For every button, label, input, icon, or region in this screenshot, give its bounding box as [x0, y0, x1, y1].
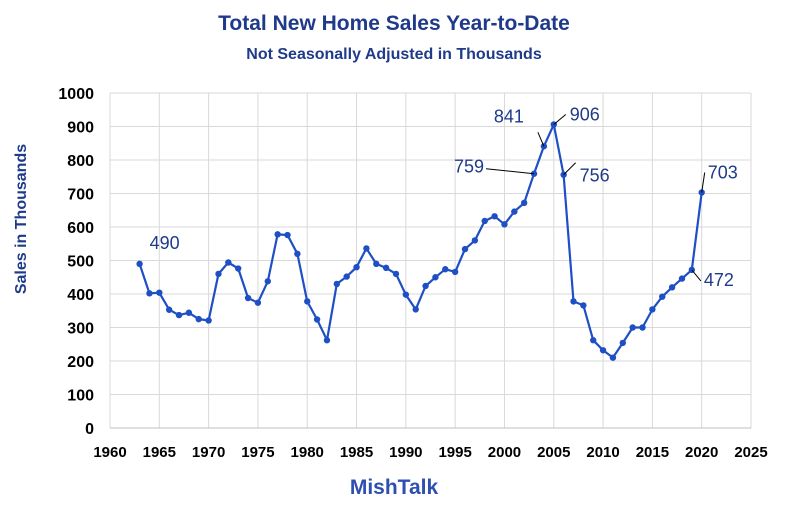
x-tick-label: 2015 — [636, 444, 669, 461]
x-tick-label: 1995 — [438, 444, 471, 461]
data-point — [382, 264, 390, 272]
data-point — [343, 273, 350, 280]
data-point — [333, 280, 341, 288]
data-point — [215, 270, 222, 278]
y-tick-label: 600 — [67, 220, 94, 237]
x-tick-label: 1965 — [143, 444, 176, 461]
x-tick-label: 1970 — [192, 444, 225, 461]
x-tick-label: 1980 — [291, 444, 324, 461]
data-label: 759 — [454, 157, 484, 177]
x-tick-label: 1975 — [241, 444, 274, 461]
data-point — [412, 306, 419, 313]
data-point — [609, 354, 617, 361]
data-point — [629, 324, 636, 331]
data-point — [471, 237, 479, 244]
annotation-leader — [537, 132, 545, 147]
x-tick-label: 1960 — [93, 444, 126, 461]
data-point — [570, 298, 577, 305]
data-point — [373, 260, 380, 268]
data-point — [205, 317, 212, 324]
data-point — [175, 311, 183, 319]
annotation-leader — [691, 269, 702, 282]
data-point — [442, 266, 449, 273]
data-point — [432, 274, 439, 281]
data-point — [580, 302, 587, 309]
data-point — [304, 298, 311, 305]
y-tick-label: 0 — [85, 421, 94, 438]
data-point — [481, 217, 488, 225]
data-point — [461, 245, 469, 253]
data-point — [392, 270, 400, 278]
y-tick-label: 400 — [67, 287, 94, 304]
data-point — [520, 199, 528, 207]
data-point — [590, 337, 597, 344]
data-point — [659, 293, 666, 300]
data-label: 906 — [570, 104, 600, 124]
data-point — [599, 347, 607, 354]
chart-subtitle: Not Seasonally Adjusted in Thousands — [246, 46, 542, 63]
annotation-leader — [485, 168, 535, 175]
x-tick-label: 1985 — [340, 444, 373, 461]
data-label: 490 — [150, 233, 180, 253]
annotation-leader — [553, 114, 567, 125]
data-point — [225, 259, 232, 266]
x-tick-label: 2010 — [586, 444, 619, 461]
data-point — [619, 339, 626, 347]
x-tick-label: 2020 — [685, 444, 718, 461]
data-point — [422, 282, 429, 290]
data-point — [264, 278, 271, 285]
y-tick-label: 100 — [67, 388, 94, 405]
series-line — [138, 123, 703, 359]
data-point — [244, 294, 252, 302]
data-label: 841 — [494, 106, 524, 126]
y-tick-label: 200 — [67, 354, 94, 371]
data-point — [678, 275, 686, 282]
x-tick-label: 2005 — [537, 444, 570, 461]
data-point — [294, 250, 301, 257]
footer-brand: MishTalk — [349, 476, 439, 499]
data-point — [639, 324, 646, 331]
x-tick-label: 1990 — [389, 444, 422, 461]
data-point — [185, 309, 193, 316]
annotation-leader — [701, 172, 706, 193]
y-tick-label: 800 — [67, 153, 94, 170]
data-point — [668, 284, 676, 291]
data-point — [274, 231, 281, 238]
data-point — [501, 221, 508, 228]
data-point — [136, 260, 143, 268]
data-point — [402, 291, 410, 298]
x-tick-label: 2000 — [488, 444, 521, 461]
data-point — [511, 208, 518, 215]
data-label: 472 — [704, 270, 734, 290]
data-point — [353, 264, 360, 271]
data-point — [649, 306, 656, 313]
data-point — [313, 316, 321, 323]
data-point — [254, 299, 262, 306]
data-point — [146, 290, 153, 297]
y-tick-label: 900 — [67, 120, 94, 137]
data-label: 703 — [708, 162, 738, 182]
data-point — [284, 231, 291, 239]
data-point — [451, 268, 459, 276]
data-point — [235, 265, 242, 272]
data-point — [363, 245, 370, 252]
y-tick-label: 1000 — [58, 86, 94, 103]
annotation-leader — [563, 162, 576, 176]
x-tick-label: 2025 — [734, 444, 767, 461]
chart-title: Total New Home Sales Year-to-Date — [218, 12, 570, 35]
y-tick-label: 300 — [67, 321, 94, 338]
data-point — [195, 315, 202, 323]
y-tick-label: 500 — [67, 254, 94, 271]
y-tick-label: 700 — [67, 187, 94, 204]
data-point — [491, 213, 498, 220]
data-point — [156, 289, 163, 296]
data-point — [323, 337, 331, 344]
data-label: 756 — [580, 166, 610, 186]
data-point — [165, 306, 173, 313]
